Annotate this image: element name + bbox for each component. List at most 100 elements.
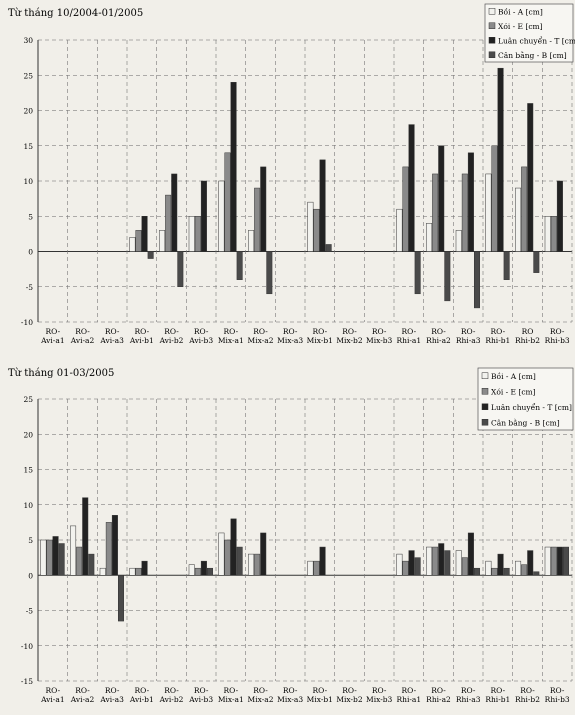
y-tick-label: 5 [28, 212, 33, 221]
x-tick-label: RO- [46, 327, 61, 336]
chart-1-title: Từ tháng 10/2004-01/2005 [8, 8, 143, 19]
bar [52, 536, 59, 576]
x-tick-label: Rhi-a1 [397, 695, 422, 704]
legend-entry: Cân bằng - B [cm] [491, 418, 560, 427]
bar [111, 515, 118, 576]
bar [88, 553, 95, 576]
y-tick-label: 15 [23, 142, 33, 151]
bar [254, 553, 261, 576]
x-tick-label: RO- [135, 686, 150, 695]
legend-entry: Xói - E [cm] [498, 22, 543, 31]
x-tick-label: RO [522, 327, 534, 336]
x-tick-label: Rhi-b2 [515, 336, 540, 345]
y-tick-label: -10 [21, 642, 33, 651]
bar [230, 518, 237, 576]
legend-box [484, 3, 574, 63]
chart-2-title: Từ tháng 01-03/2005 [8, 368, 114, 379]
chart-2-legend: Bồi - A [cm] Xói - E [cm] Luân chuyển - T … [477, 367, 574, 431]
x-tick-label: RO- [283, 686, 298, 695]
x-tick-label: Avi-b1 [129, 695, 154, 704]
bar [135, 567, 142, 576]
bar [141, 560, 148, 576]
bar [218, 180, 225, 252]
x-tick-label: RO- [253, 686, 268, 695]
bar [491, 567, 498, 576]
x-tick-label: Avi-a3 [99, 695, 124, 704]
x-tick-label: RO- [105, 327, 120, 336]
bar [194, 216, 201, 252]
x-tick-label: Mix-a3 [277, 336, 303, 345]
x-tick-label: Avi-b3 [188, 695, 213, 704]
x-tick-label: Rhi-a3 [456, 695, 481, 704]
bar [325, 244, 332, 252]
y-tick-label: 15 [23, 466, 33, 475]
x-tick-label: Mix-b1 [307, 336, 333, 345]
bar [236, 251, 243, 280]
bar [224, 152, 231, 252]
legend-swatch [488, 37, 496, 44]
bar [533, 251, 540, 273]
y-tick-label: 5 [28, 536, 33, 545]
bar [414, 251, 421, 295]
bar [556, 180, 563, 252]
bar [206, 567, 213, 576]
x-tick-label: RO- [283, 327, 298, 336]
bar [76, 546, 83, 576]
bar [497, 553, 504, 576]
chart-1-legend: Bồi - A [cm] Xói - E [cm] Luân chuyển - T … [484, 3, 575, 63]
bar [527, 550, 534, 576]
x-tick-label: Avi-a1 [40, 695, 65, 704]
chart-1-bars [129, 67, 563, 309]
bar [556, 546, 563, 576]
x-tick-label: Rhi-b2 [515, 695, 540, 704]
bar [402, 560, 409, 576]
bar [188, 564, 195, 576]
y-tick-label: -10 [21, 318, 33, 327]
bar [200, 180, 207, 252]
bar [473, 567, 480, 576]
bar [117, 575, 124, 622]
x-tick-label: RO- [224, 327, 239, 336]
legend-swatch [488, 51, 496, 58]
bar [515, 560, 522, 576]
bar [159, 230, 166, 252]
x-tick-label: Mix-a2 [248, 695, 274, 704]
bar [147, 251, 154, 259]
chart-1-grid [37, 39, 573, 323]
x-tick-label: RO- [46, 686, 61, 695]
x-tick-label: Rhi-a1 [397, 336, 422, 345]
bar [426, 546, 433, 576]
x-tick-label: RO- [461, 327, 476, 336]
bar [402, 166, 409, 252]
x-tick-label: RO- [75, 686, 90, 695]
x-tick-label: Rhi-b3 [545, 695, 570, 704]
legend-entry: Luân chuyển - T [cm] [498, 36, 575, 45]
bar [503, 251, 510, 280]
bar [444, 550, 451, 576]
bar [200, 560, 207, 576]
legend-swatch [481, 388, 489, 395]
bar [491, 145, 498, 252]
bar [485, 173, 492, 252]
x-tick-label: RO- [461, 686, 476, 695]
bar [527, 103, 534, 252]
bar [432, 546, 439, 576]
y-tick-label: 0 [28, 571, 33, 580]
bar [141, 216, 148, 252]
bar [135, 230, 142, 252]
x-tick-label: RO- [342, 327, 357, 336]
bar [550, 216, 557, 252]
x-tick-label: RO- [313, 686, 328, 695]
x-tick-label: RO- [253, 327, 268, 336]
bar [260, 166, 267, 252]
bar [521, 564, 528, 576]
x-tick-label: Mix-b3 [366, 695, 393, 704]
legend-entry: Cân bằng - B [cm] [498, 51, 567, 60]
y-tick-label: 30 [23, 36, 33, 45]
bar [550, 546, 557, 576]
y-tick-label: 10 [23, 501, 33, 510]
chart-2-bars [40, 497, 569, 622]
bar [165, 194, 172, 252]
x-tick-label: Avi-a3 [99, 336, 124, 345]
